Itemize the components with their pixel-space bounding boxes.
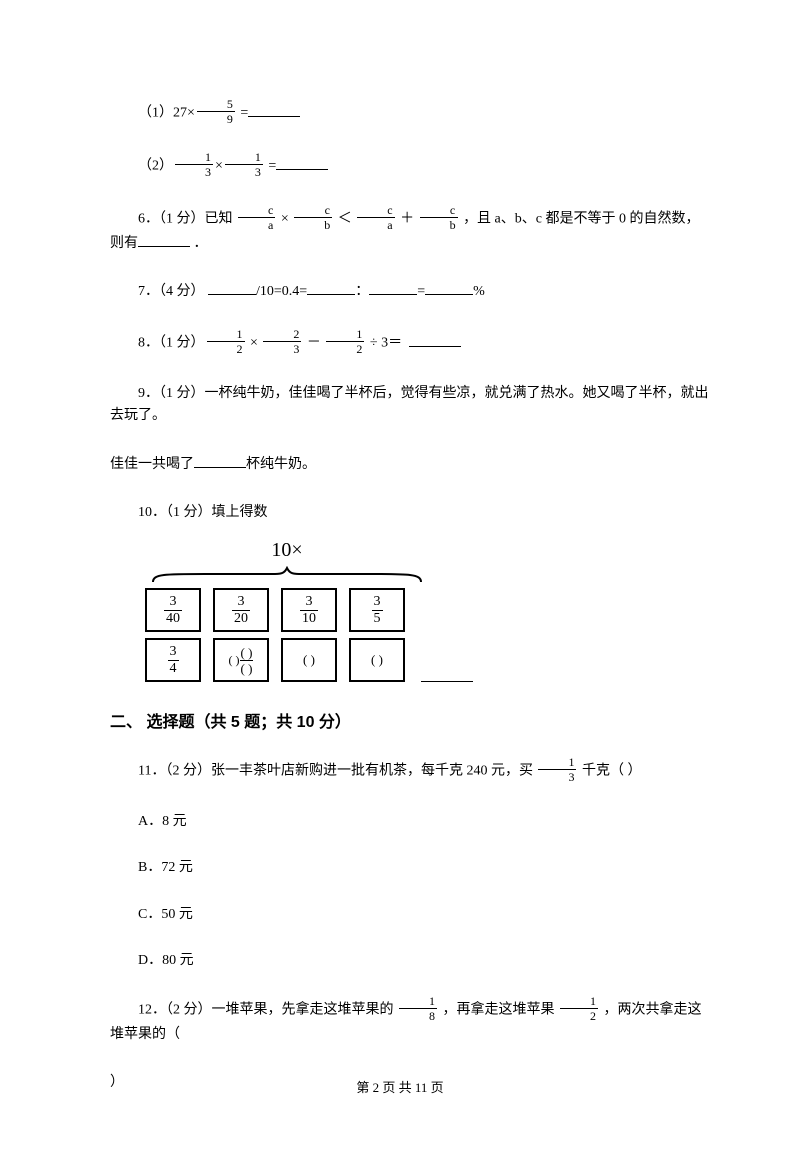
q7: 7．（4 分） /10=0.4= ： =%: [110, 281, 710, 303]
page-footer: 第 2 页 共 11 页: [0, 1077, 800, 1096]
q11-optA: A．8 元: [110, 811, 710, 833]
q5-p2-eq: =: [265, 159, 276, 174]
q6: 6．（1 分）已知 ca × cb ＜ ca ＋ cb ，且 a、b、c 都是不…: [110, 206, 710, 255]
q7-eq: =: [417, 284, 425, 299]
q10-box: ( ): [281, 638, 337, 682]
q5-p2-f2: 13: [225, 151, 263, 178]
q5-p1-label: （1）: [138, 106, 173, 121]
q10-header: 10×: [145, 534, 429, 566]
q8-t3: ÷ 3＝: [366, 336, 402, 351]
q10-box: ( ): [349, 638, 405, 682]
q12-num: 12．: [138, 1002, 166, 1017]
blank: [307, 281, 355, 295]
q10-box: 320: [213, 588, 269, 632]
q10-row1: 340 320 310 35: [145, 588, 710, 632]
q8-f2: 23: [263, 328, 301, 355]
q10: 10．（1 分）填上得数: [110, 502, 710, 524]
q9-line2: 佳佳一共喝了 杯纯牛奶。: [110, 454, 710, 476]
q10-box: 310: [281, 588, 337, 632]
q11-post: 千克（ ）: [578, 764, 641, 779]
blank: [276, 156, 328, 170]
q6-f1: ca: [238, 204, 275, 231]
q6-period: ．: [190, 236, 208, 251]
q5-part1: （1）27×59 =: [110, 100, 710, 127]
q10-num: 10．: [138, 505, 166, 520]
q11-pre: （2 分）张一丰茶叶店新购进一批有机茶，每千克 240 元，买: [165, 764, 536, 779]
q10-box: 35: [349, 588, 405, 632]
q6-f4: cb: [420, 204, 458, 231]
q8: 8．（1 分）12 × 23 － 12 ÷ 3＝: [110, 330, 710, 357]
blank: [138, 233, 190, 247]
q8-f3: 12: [326, 328, 364, 355]
q8-pts: （1 分）: [159, 336, 205, 351]
q8-t1: ×: [247, 336, 262, 351]
section-2-title: 二、 选择题（共 5 题；共 10 分）: [110, 710, 710, 736]
q7-colon: ：: [355, 284, 369, 299]
q9-line1: 9．（1 分）一杯纯牛奶，佳佳喝了半杯后，觉得有些凉，就兑满了热水。她又喝了半杯…: [110, 383, 710, 428]
q10-box: 340: [145, 588, 201, 632]
q6-f2: cb: [294, 204, 332, 231]
q5-p2-f1: 13: [175, 151, 213, 178]
q10-row2: 34 ( )( )( ) ( ) ( ): [145, 638, 710, 682]
q5-p2-label: （2）: [138, 159, 173, 174]
q5-part2: （2）13×13 =: [110, 153, 710, 180]
q9-text2-pre: 佳佳一共喝了: [110, 457, 194, 472]
q6-t3: ＋: [397, 212, 418, 227]
q9-text1: （1 分）一杯纯牛奶，佳佳喝了半杯后，觉得有些凉，就兑满了热水。她又喝了半杯，就…: [110, 386, 709, 423]
q12-f2: 12: [560, 995, 598, 1022]
q7-seg1: /10=0.4=: [256, 284, 307, 299]
q11-optC: C．50 元: [110, 904, 710, 926]
q7-pct: %: [473, 284, 485, 299]
blank: [425, 281, 473, 295]
q6-t1: ×: [277, 212, 292, 227]
q10-text: （1 分）填上得数: [166, 505, 268, 520]
blank: [409, 333, 461, 347]
q12-pre: （2 分）一堆苹果，先拿走这堆苹果的: [166, 1002, 397, 1017]
q11: 11．（2 分）张一丰茶叶店新购进一批有机茶，每千克 240 元，买 13 千克…: [110, 758, 710, 785]
q7-pts: （4 分）: [159, 284, 208, 299]
q8-t2: －: [303, 336, 324, 351]
q8-num: 8．: [138, 336, 159, 351]
page-content: （1）27×59 = （2）13×13 = 6．（1 分）已知 ca × cb …: [0, 0, 800, 1160]
q8-f1: 12: [207, 328, 245, 355]
q6-pts: （1 分）已知: [159, 212, 236, 227]
q6-f3: ca: [357, 204, 394, 231]
blank: [248, 103, 300, 117]
q12-f1: 18: [399, 995, 437, 1022]
q5-p1-eq: =: [237, 106, 248, 121]
q6-t2: ＜: [334, 212, 355, 227]
q10-box: ( )( )( ): [213, 638, 269, 682]
q9-num: 9．: [138, 386, 159, 401]
q12-mid: ，再拿走这堆苹果: [439, 1002, 558, 1017]
q6-num: 6．: [138, 212, 159, 227]
q11-frac: 13: [538, 756, 576, 783]
blank: [421, 668, 473, 682]
q5-p2-times: ×: [215, 159, 223, 174]
brace-icon: [145, 566, 429, 584]
q10-figure: 10× 340 320 310 35 34 ( )( )( ) ( ) ( ): [145, 534, 710, 682]
blank: [208, 281, 256, 295]
q9-text2-post: 杯纯牛奶。: [246, 457, 316, 472]
q7-num: 7．: [138, 284, 159, 299]
q11-optD: D．80 元: [110, 950, 710, 972]
q5-p1-whole: 27×: [173, 106, 195, 121]
q11-optB: B．72 元: [110, 857, 710, 879]
blank: [369, 281, 417, 295]
blank: [194, 454, 246, 468]
q12-line1: 12．（2 分）一堆苹果，先拿走这堆苹果的 18 ，再拿走这堆苹果 12 ，两次…: [110, 997, 710, 1046]
q11-num: 11．: [138, 764, 165, 779]
q10-box: 34: [145, 638, 201, 682]
q5-p1-frac: 59: [197, 98, 235, 125]
